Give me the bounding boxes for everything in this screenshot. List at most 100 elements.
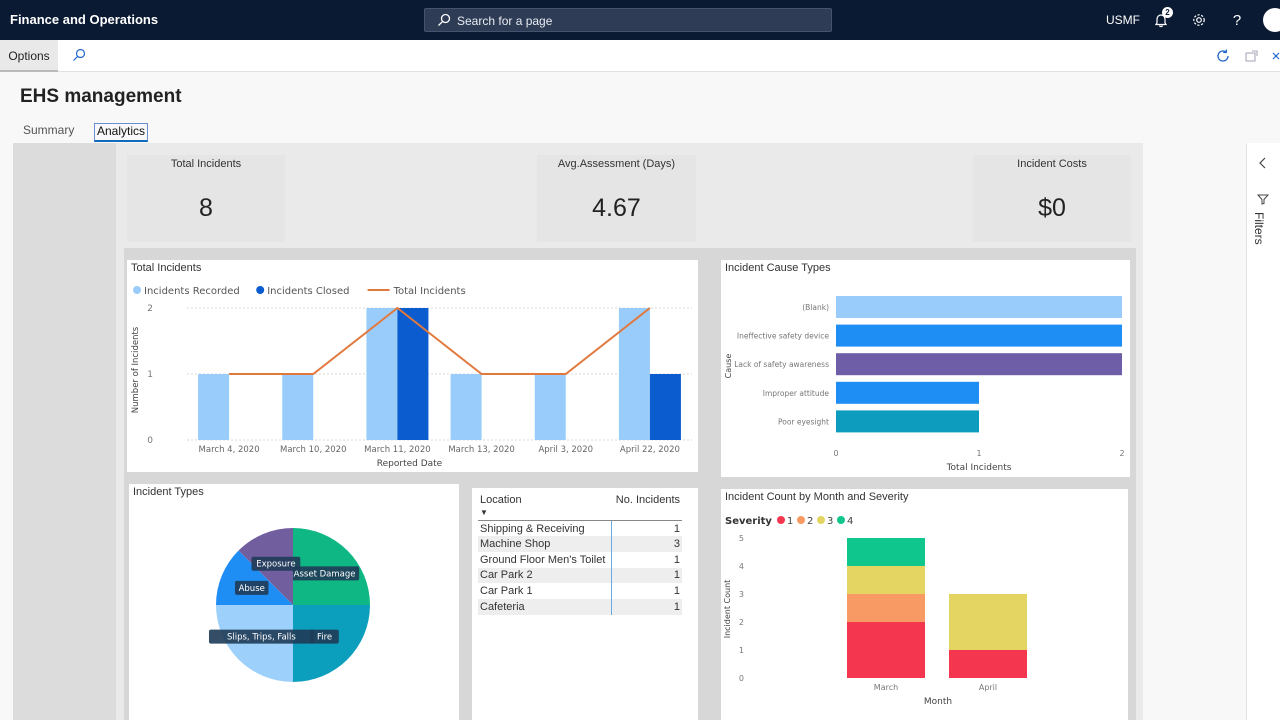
bar-incidents-recorded <box>534 374 566 440</box>
y-axis-label: Number of Incidents <box>131 326 141 413</box>
y-tick-label: 2 <box>739 618 744 627</box>
kpi-value: 8 <box>199 194 213 222</box>
search-icon[interactable] <box>72 48 86 62</box>
kpi-card-incident-costs[interactable]: Incident Costs $0 <box>973 155 1131 242</box>
cell-location: Machine Shop <box>478 536 612 552</box>
y-tick-label: 0 <box>147 436 153 446</box>
x-tick-label: 0 <box>833 449 838 458</box>
search-input[interactable]: Search for a page <box>424 8 832 32</box>
chevron-left-icon[interactable] <box>1258 157 1268 169</box>
y-tick-label: (Blank) <box>802 303 829 312</box>
incident-count-by-month-severity-chart[interactable]: Incident Count by Month and Severity Sev… <box>721 489 1128 720</box>
app-title[interactable]: Finance and Operations <box>10 12 159 27</box>
tab-summary[interactable]: Summary <box>23 123 75 137</box>
cell-count: 1 <box>611 520 682 537</box>
tab-analytics[interactable]: Analytics <box>94 123 149 142</box>
open-in-new-window-icon[interactable] <box>1244 48 1260 64</box>
pie-data-label: Abuse <box>239 584 265 594</box>
pie-data-label-bg <box>234 580 269 595</box>
bar-incidents-recorded <box>618 308 650 440</box>
incident-cause-types-chart[interactable]: Incident Cause Types (Blank) Ineffective … <box>721 260 1130 477</box>
location-table[interactable]: Location ▼ No. Incidents Shipping & Rece… <box>478 493 682 615</box>
column-header-location[interactable]: Location ▼ <box>478 493 612 521</box>
kpi-value: 4.67 <box>592 194 641 222</box>
filters-pane[interactable] <box>1246 143 1280 720</box>
sort-descending-icon: ▼ <box>480 508 488 517</box>
legend-label: 3 <box>827 516 833 527</box>
total-incidents-chart[interactable]: Total Incidents Incidents Recorded Incide… <box>127 260 698 472</box>
refresh-icon[interactable] <box>1215 48 1231 64</box>
settings-button[interactable] <box>1189 10 1209 30</box>
x-axis-label: Reported Date <box>377 459 443 469</box>
bar-cause-type <box>836 296 1122 318</box>
y-tick-label: Poor eyesight <box>778 417 829 426</box>
table-row[interactable]: Ground Floor Men's Toilet 1 <box>478 551 682 568</box>
x-axis-label: Month <box>924 697 952 707</box>
cell-count: 1 <box>611 551 682 568</box>
filters-label[interactable]: Filters <box>1252 212 1266 245</box>
bar-segment-severity-1 <box>847 622 925 678</box>
legend-label: 1 <box>787 516 793 527</box>
kpi-title: Avg.Assessment (Days) <box>557 158 676 170</box>
notifications-button[interactable]: 2 <box>1151 7 1173 30</box>
legend-label: 4 <box>847 516 853 527</box>
legend-title: Severity <box>725 516 772 527</box>
column-header-no-incidents[interactable]: No. Incidents <box>611 493 682 521</box>
user-avatar[interactable] <box>1263 8 1280 32</box>
kpi-card-avg-assessment[interactable]: Avg.Assessment (Days) 4.67 <box>537 155 696 242</box>
legend-marker <box>133 286 141 294</box>
table-row[interactable]: Cafeteria 1 <box>478 598 682 615</box>
total-incidents-chart-svg: Incidents Recorded Incidents Closed Total … <box>131 286 692 469</box>
table-row[interactable]: Shipping & Receiving 1 <box>478 520 682 537</box>
table-row[interactable]: Machine Shop 3 <box>478 536 682 552</box>
legend-marker <box>777 516 785 524</box>
bar-incidents-recorded <box>450 374 482 440</box>
y-tick-label: 2 <box>147 304 153 314</box>
y-tick-label: 5 <box>739 534 744 543</box>
cell-location: Ground Floor Men's Toilet <box>480 553 606 566</box>
options-tab[interactable]: Options <box>0 40 58 72</box>
y-tick-label: 4 <box>739 562 744 571</box>
cell-count: 1 <box>611 598 682 615</box>
cell-count: 1 <box>611 567 682 584</box>
x-tick-label: 1 <box>976 449 981 458</box>
page-title: EHS management <box>20 86 182 107</box>
x-tick-label: March <box>874 683 898 692</box>
x-tick-label: March 10, 2020 <box>280 445 346 455</box>
close-icon[interactable] <box>1270 48 1280 64</box>
gear-icon <box>1193 14 1205 26</box>
y-tick-label: Lack of safety awareness <box>734 360 829 369</box>
company-selector[interactable]: USMF <box>1106 13 1140 27</box>
y-tick-label: 1 <box>147 370 153 380</box>
x-tick-label: March 4, 2020 <box>199 445 260 455</box>
legend-marker <box>817 516 825 524</box>
kpi-title: Total Incidents <box>170 158 242 170</box>
search-placeholder: Search for a page <box>457 14 553 28</box>
incident-types-chart[interactable]: Incident Types Asset Damage Fire Slips, Tr… <box>129 484 459 720</box>
cell-count: 1 <box>611 583 682 599</box>
chart-title: Incident Types <box>133 486 204 498</box>
pie-data-label-bg <box>208 629 314 644</box>
y-axis-label: Incident Count <box>723 580 732 639</box>
top-navigation-bar: Finance and Operations Search for a page… <box>0 0 1280 40</box>
pie-data-label: Fire <box>317 633 332 643</box>
x-axis-label: Total Incidents <box>946 463 1012 473</box>
legend-marker <box>256 286 265 294</box>
legend-label: 2 <box>807 516 813 527</box>
pie-data-label: Exposure <box>256 560 295 570</box>
bar-segment-severity-2 <box>847 594 925 622</box>
cell-count: 3 <box>611 536 682 552</box>
pie-data-label: Asset Damage <box>294 569 356 579</box>
kpi-card-total-incidents[interactable]: Total Incidents 8 <box>127 155 285 242</box>
table-row[interactable]: Car Park 2 1 <box>478 567 682 584</box>
legend-label: Total Incidents <box>393 286 466 297</box>
table-row[interactable]: Car Park 1 1 <box>478 583 682 599</box>
bar-segment-severity-3 <box>949 594 1027 650</box>
help-button[interactable]: ? <box>1227 10 1247 30</box>
legend-label: Incidents Closed <box>267 286 349 297</box>
bar-cause-type <box>836 381 979 404</box>
y-tick-label: 0 <box>739 674 744 683</box>
line-total-incidents <box>229 306 651 375</box>
table-header-row: Location ▼ No. Incidents <box>478 493 682 521</box>
x-tick-label: April 3, 2020 <box>538 445 593 455</box>
